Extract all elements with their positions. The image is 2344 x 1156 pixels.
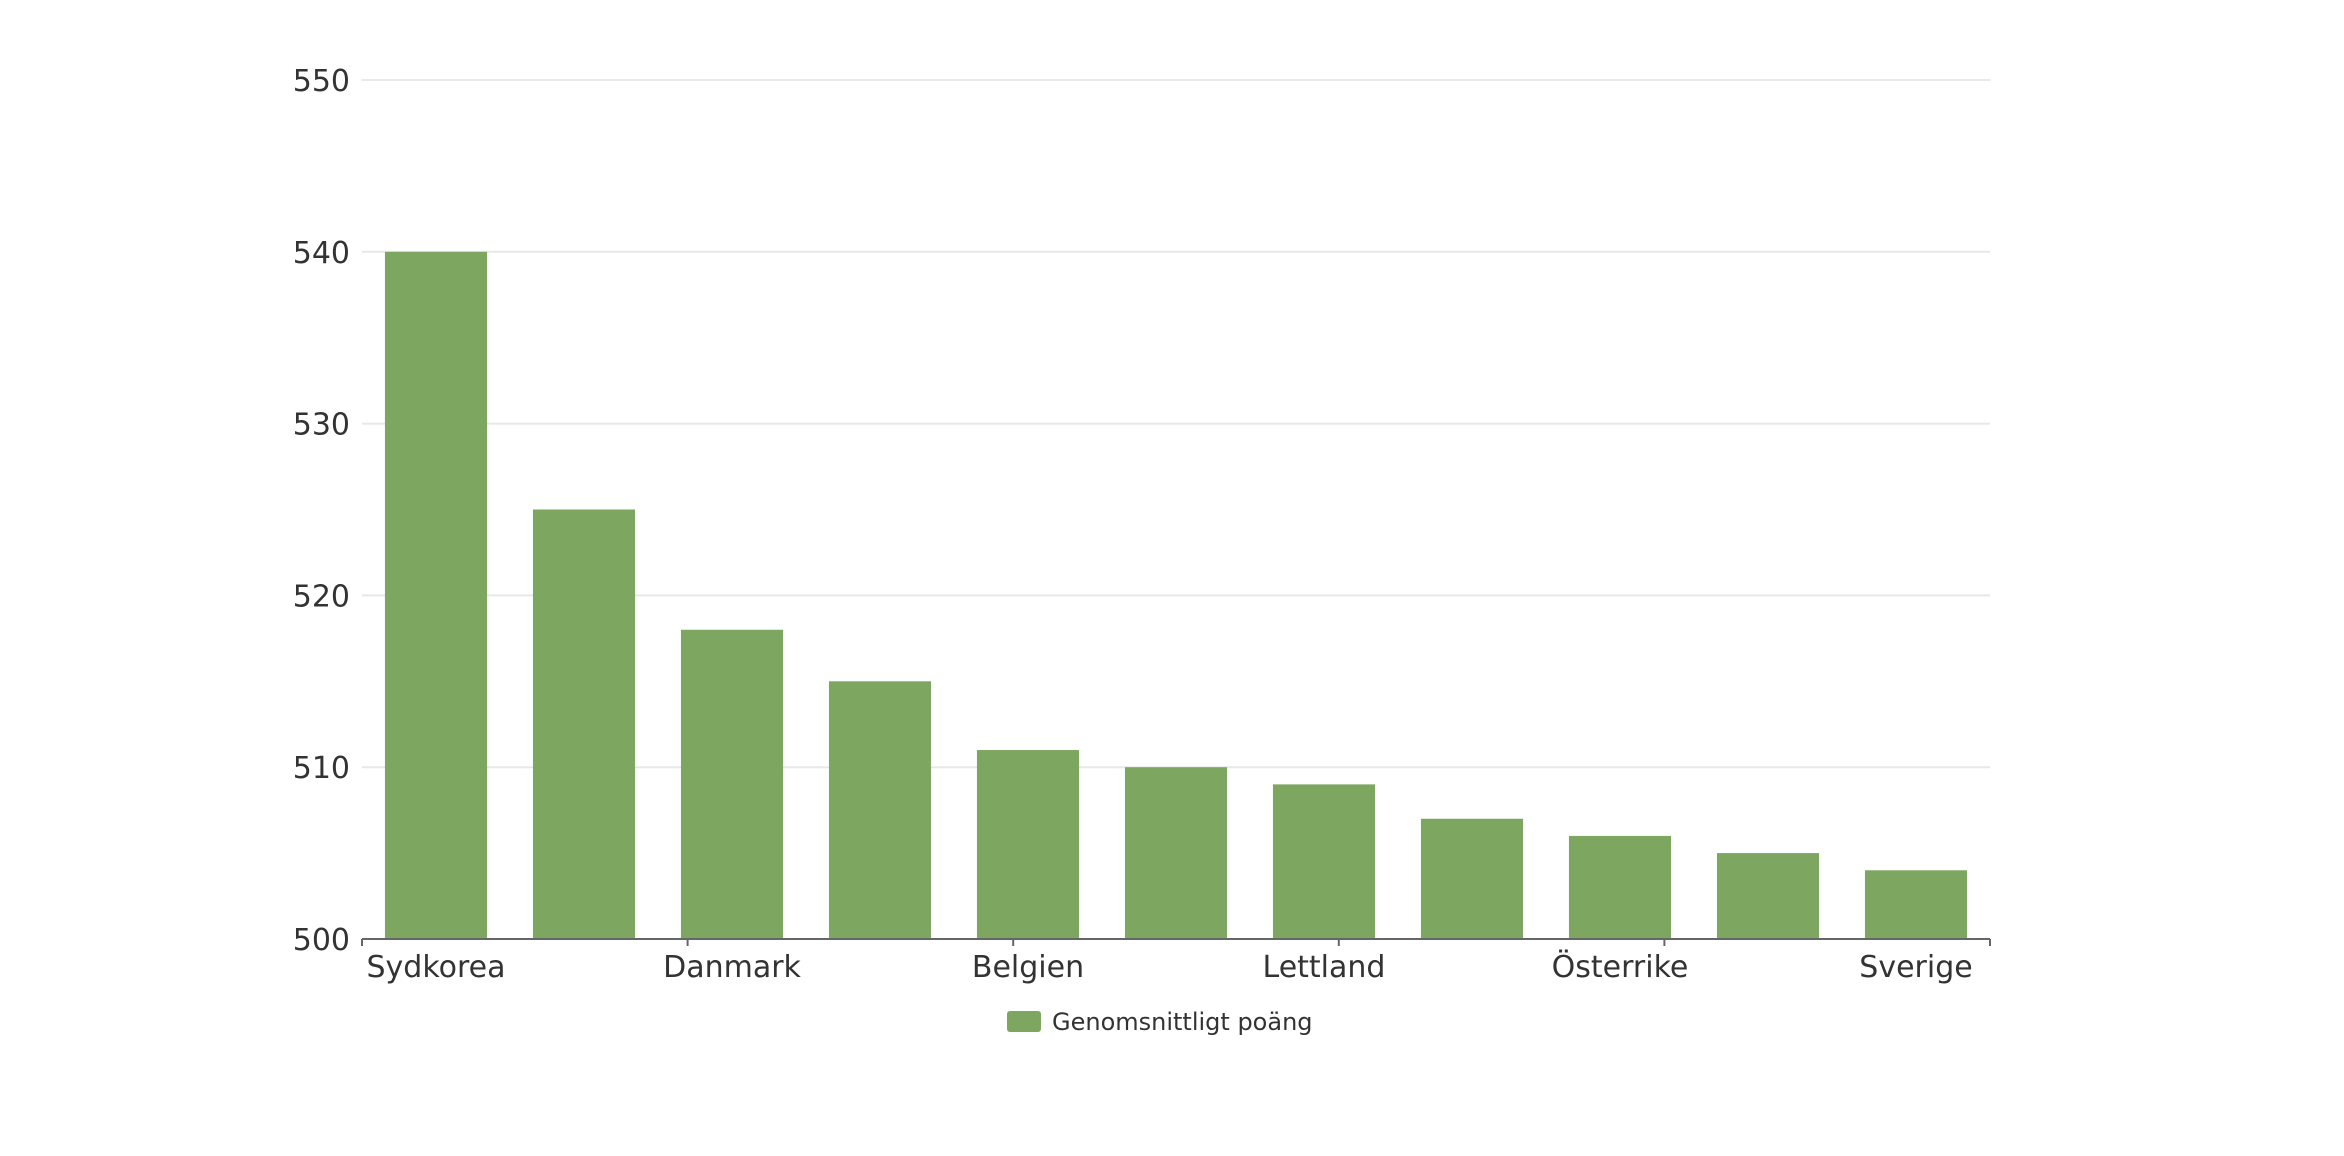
bar[interactable] (532, 509, 636, 940)
bar[interactable] (828, 681, 932, 939)
bar[interactable] (976, 750, 1080, 939)
x-tick-label: Österrike (1552, 949, 1689, 985)
bar[interactable] (680, 629, 784, 939)
axes: 500 510 520 530 540 550 Sydkorea Danmark Belgien… (293, 64, 1991, 985)
legend[interactable]: Genomsnittligt poäng (1007, 1008, 1313, 1036)
y-tick-label: 520 (293, 579, 350, 614)
bars (384, 251, 1968, 940)
x-tick-label: Belgien (972, 950, 1084, 985)
bar[interactable] (1568, 835, 1672, 939)
bar[interactable] (1716, 853, 1820, 939)
x-tick-label: Danmark (663, 950, 801, 985)
legend-label[interactable]: Genomsnittligt poäng (1052, 1008, 1313, 1036)
legend-swatch[interactable] (1007, 1011, 1041, 1032)
x-tick-label: Sydkorea (366, 950, 505, 985)
x-tick-label: Sverige (1859, 950, 1972, 985)
bar[interactable] (1864, 870, 1968, 939)
y-tick-label: 530 (293, 408, 350, 443)
bar[interactable] (384, 251, 488, 940)
y-tick-label: 550 (293, 64, 350, 99)
bar[interactable] (1124, 767, 1228, 939)
bar[interactable] (1272, 784, 1376, 939)
x-tick-label: Lettland (1263, 950, 1386, 985)
y-tick-label: 500 (293, 923, 350, 958)
bar[interactable] (1420, 818, 1524, 939)
y-tick-label: 510 (293, 751, 350, 786)
y-tick-label: 540 (293, 236, 350, 271)
